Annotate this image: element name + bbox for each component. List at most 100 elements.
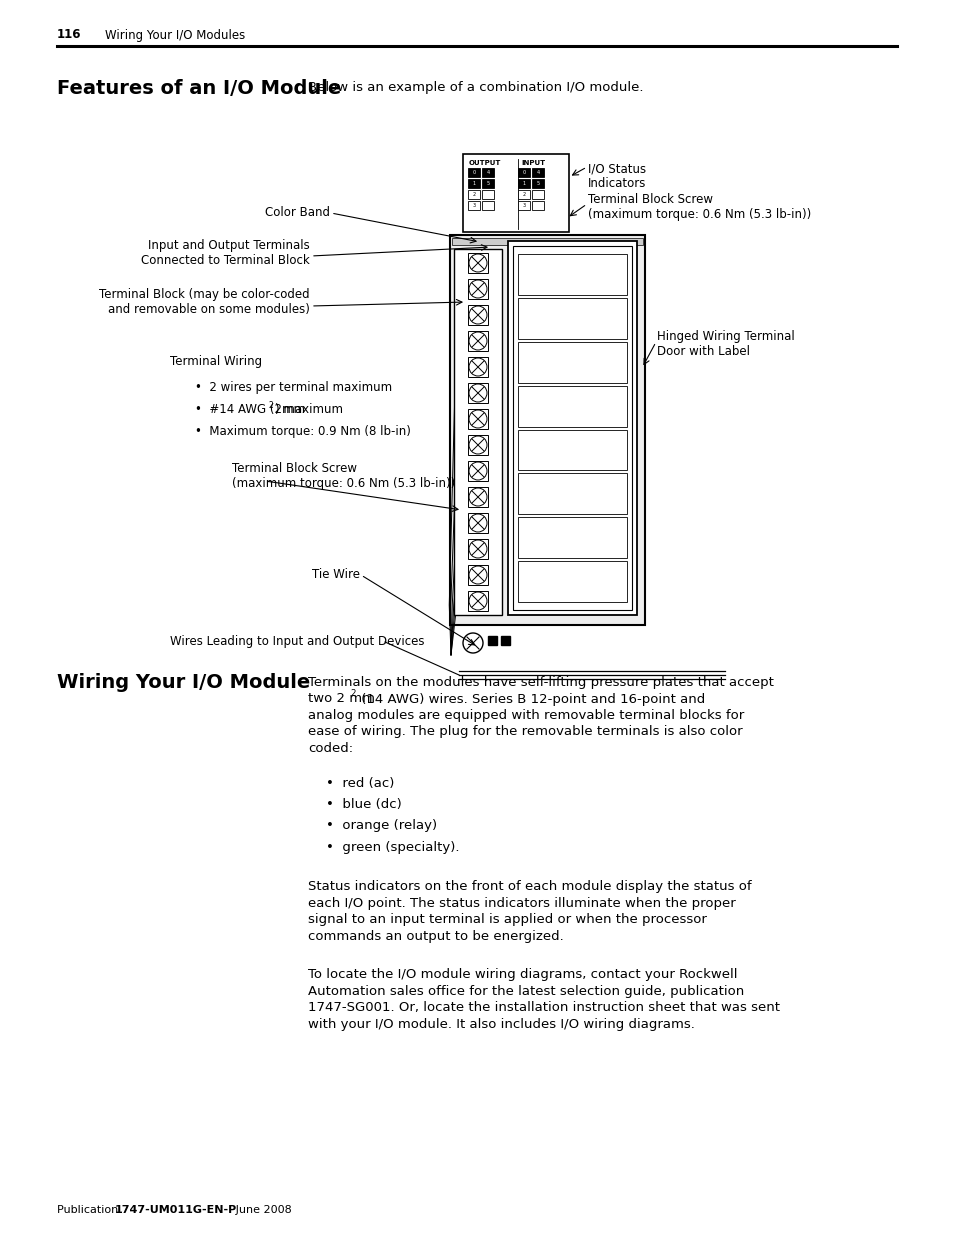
Circle shape — [469, 462, 486, 480]
Text: Terminal Wiring: Terminal Wiring — [170, 356, 262, 368]
Bar — [513, 246, 631, 610]
Text: analog modules are equipped with removable terminal blocks for: analog modules are equipped with removab… — [308, 709, 743, 722]
Bar — [468, 331, 488, 351]
Text: To locate the I/O module wiring diagrams, contact your Rockwell: To locate the I/O module wiring diagrams… — [308, 968, 737, 982]
Bar — [468, 383, 488, 403]
Text: 2: 2 — [522, 191, 525, 198]
Circle shape — [469, 540, 486, 558]
Text: ease of wiring. The plug for the removable terminals is also color: ease of wiring. The plug for the removab… — [308, 725, 741, 739]
Bar — [468, 513, 488, 534]
Text: 0: 0 — [522, 170, 525, 175]
Bar — [468, 592, 488, 611]
Text: signal to an input terminal is applied or when the processor: signal to an input terminal is applied o… — [308, 914, 706, 926]
Text: 3: 3 — [472, 203, 475, 207]
Bar — [462, 154, 568, 232]
Text: •  Maximum torque: 0.9 Nm (8 lb-in): • Maximum torque: 0.9 Nm (8 lb-in) — [194, 426, 411, 438]
Bar — [452, 238, 642, 245]
Bar — [454, 249, 501, 615]
Text: Wiring Your I/O Module: Wiring Your I/O Module — [57, 673, 310, 692]
Bar — [468, 538, 488, 559]
Bar — [517, 254, 626, 295]
Text: •  #14 AWG (2mm: • #14 AWG (2mm — [194, 404, 305, 416]
Bar — [468, 435, 488, 454]
Bar — [517, 168, 530, 177]
Text: 0: 0 — [472, 170, 475, 175]
Text: I/O Status
Indicators: I/O Status Indicators — [587, 162, 646, 190]
Text: 1: 1 — [522, 182, 525, 186]
Text: each I/O point. The status indicators illuminate when the proper: each I/O point. The status indicators il… — [308, 897, 735, 910]
Text: 4: 4 — [536, 170, 539, 175]
Bar — [517, 473, 626, 514]
Circle shape — [469, 358, 486, 375]
Circle shape — [469, 254, 486, 272]
Circle shape — [469, 410, 486, 429]
Bar — [532, 168, 543, 177]
Bar — [517, 342, 626, 383]
Bar — [468, 201, 479, 210]
Text: 2: 2 — [472, 191, 475, 198]
Bar — [500, 636, 510, 645]
Bar — [468, 168, 479, 177]
Circle shape — [462, 634, 482, 653]
Bar — [532, 201, 543, 210]
Bar — [468, 179, 479, 188]
Bar — [468, 357, 488, 377]
Text: Tie Wire: Tie Wire — [312, 568, 359, 582]
Text: •  green (specialty).: • green (specialty). — [326, 841, 459, 853]
Text: with your I/O module. It also includes I/O wiring diagrams.: with your I/O module. It also includes I… — [308, 1018, 694, 1031]
Bar — [517, 561, 626, 601]
Text: •  orange (relay): • orange (relay) — [326, 819, 436, 832]
Bar — [468, 279, 488, 299]
Bar — [468, 253, 488, 273]
Text: Terminal Block Screw
(maximum torque: 0.6 Nm (5.3 lb-in)): Terminal Block Screw (maximum torque: 0.… — [232, 462, 455, 490]
Text: Terminal Block Screw
(maximum torque: 0.6 Nm (5.3 lb-in)): Terminal Block Screw (maximum torque: 0.… — [587, 193, 810, 221]
Text: •  2 wires per terminal maximum: • 2 wires per terminal maximum — [194, 382, 392, 394]
Bar — [517, 201, 530, 210]
Text: two 2 mm: two 2 mm — [308, 693, 375, 705]
Text: ) maximum: ) maximum — [274, 404, 342, 416]
Bar — [468, 487, 488, 508]
Text: 116: 116 — [57, 28, 81, 42]
Bar — [481, 179, 494, 188]
Text: Terminal Block (may be color-coded
and removable on some modules): Terminal Block (may be color-coded and r… — [99, 288, 310, 316]
Circle shape — [469, 436, 486, 454]
Text: Terminals on the modules have self-lifting pressure plates that accept: Terminals on the modules have self-lifti… — [308, 676, 773, 689]
Text: (14 AWG) wires. Series B 12-point and 16-point and: (14 AWG) wires. Series B 12-point and 16… — [356, 693, 704, 705]
Bar — [517, 517, 626, 558]
Text: 5: 5 — [486, 182, 489, 186]
Bar — [481, 190, 494, 199]
Bar — [532, 179, 543, 188]
Text: Below is an example of a combination I/O module.: Below is an example of a combination I/O… — [308, 82, 643, 95]
Text: Hinged Wiring Terminal
Door with Label: Hinged Wiring Terminal Door with Label — [657, 330, 794, 358]
Text: Features of an I/O Module: Features of an I/O Module — [57, 79, 341, 98]
Text: commands an output to be energized.: commands an output to be energized. — [308, 930, 563, 942]
Circle shape — [469, 280, 486, 298]
Bar — [468, 461, 488, 480]
Bar — [450, 235, 644, 625]
Text: Publication: Publication — [57, 1205, 122, 1215]
Text: •  red (ac): • red (ac) — [326, 777, 394, 789]
Text: 1747-UM011G-EN-P: 1747-UM011G-EN-P — [115, 1205, 237, 1215]
Bar — [468, 564, 488, 585]
Text: Input and Output Terminals
Connected to Terminal Block: Input and Output Terminals Connected to … — [141, 240, 310, 267]
Text: 1747-SG001. Or, locate the installation instruction sheet that was sent: 1747-SG001. Or, locate the installation … — [308, 1002, 780, 1014]
Text: 2: 2 — [350, 688, 355, 698]
Circle shape — [469, 306, 486, 324]
Bar — [517, 190, 530, 199]
Bar — [468, 190, 479, 199]
Text: Wires Leading to Input and Output Devices: Wires Leading to Input and Output Device… — [170, 636, 424, 648]
Text: 2: 2 — [269, 401, 274, 410]
Circle shape — [469, 384, 486, 403]
Text: Automation sales office for the latest selection guide, publication: Automation sales office for the latest s… — [308, 984, 743, 998]
Circle shape — [469, 488, 486, 506]
Bar — [532, 190, 543, 199]
Text: INPUT: INPUT — [520, 161, 544, 165]
Text: 3: 3 — [522, 203, 525, 207]
Text: OUTPUT: OUTPUT — [468, 161, 500, 165]
Text: •  blue (dc): • blue (dc) — [326, 798, 401, 811]
Bar — [488, 636, 497, 645]
Bar — [468, 305, 488, 325]
Bar — [481, 168, 494, 177]
Text: Status indicators on the front of each module display the status of: Status indicators on the front of each m… — [308, 881, 751, 893]
Circle shape — [469, 592, 486, 610]
